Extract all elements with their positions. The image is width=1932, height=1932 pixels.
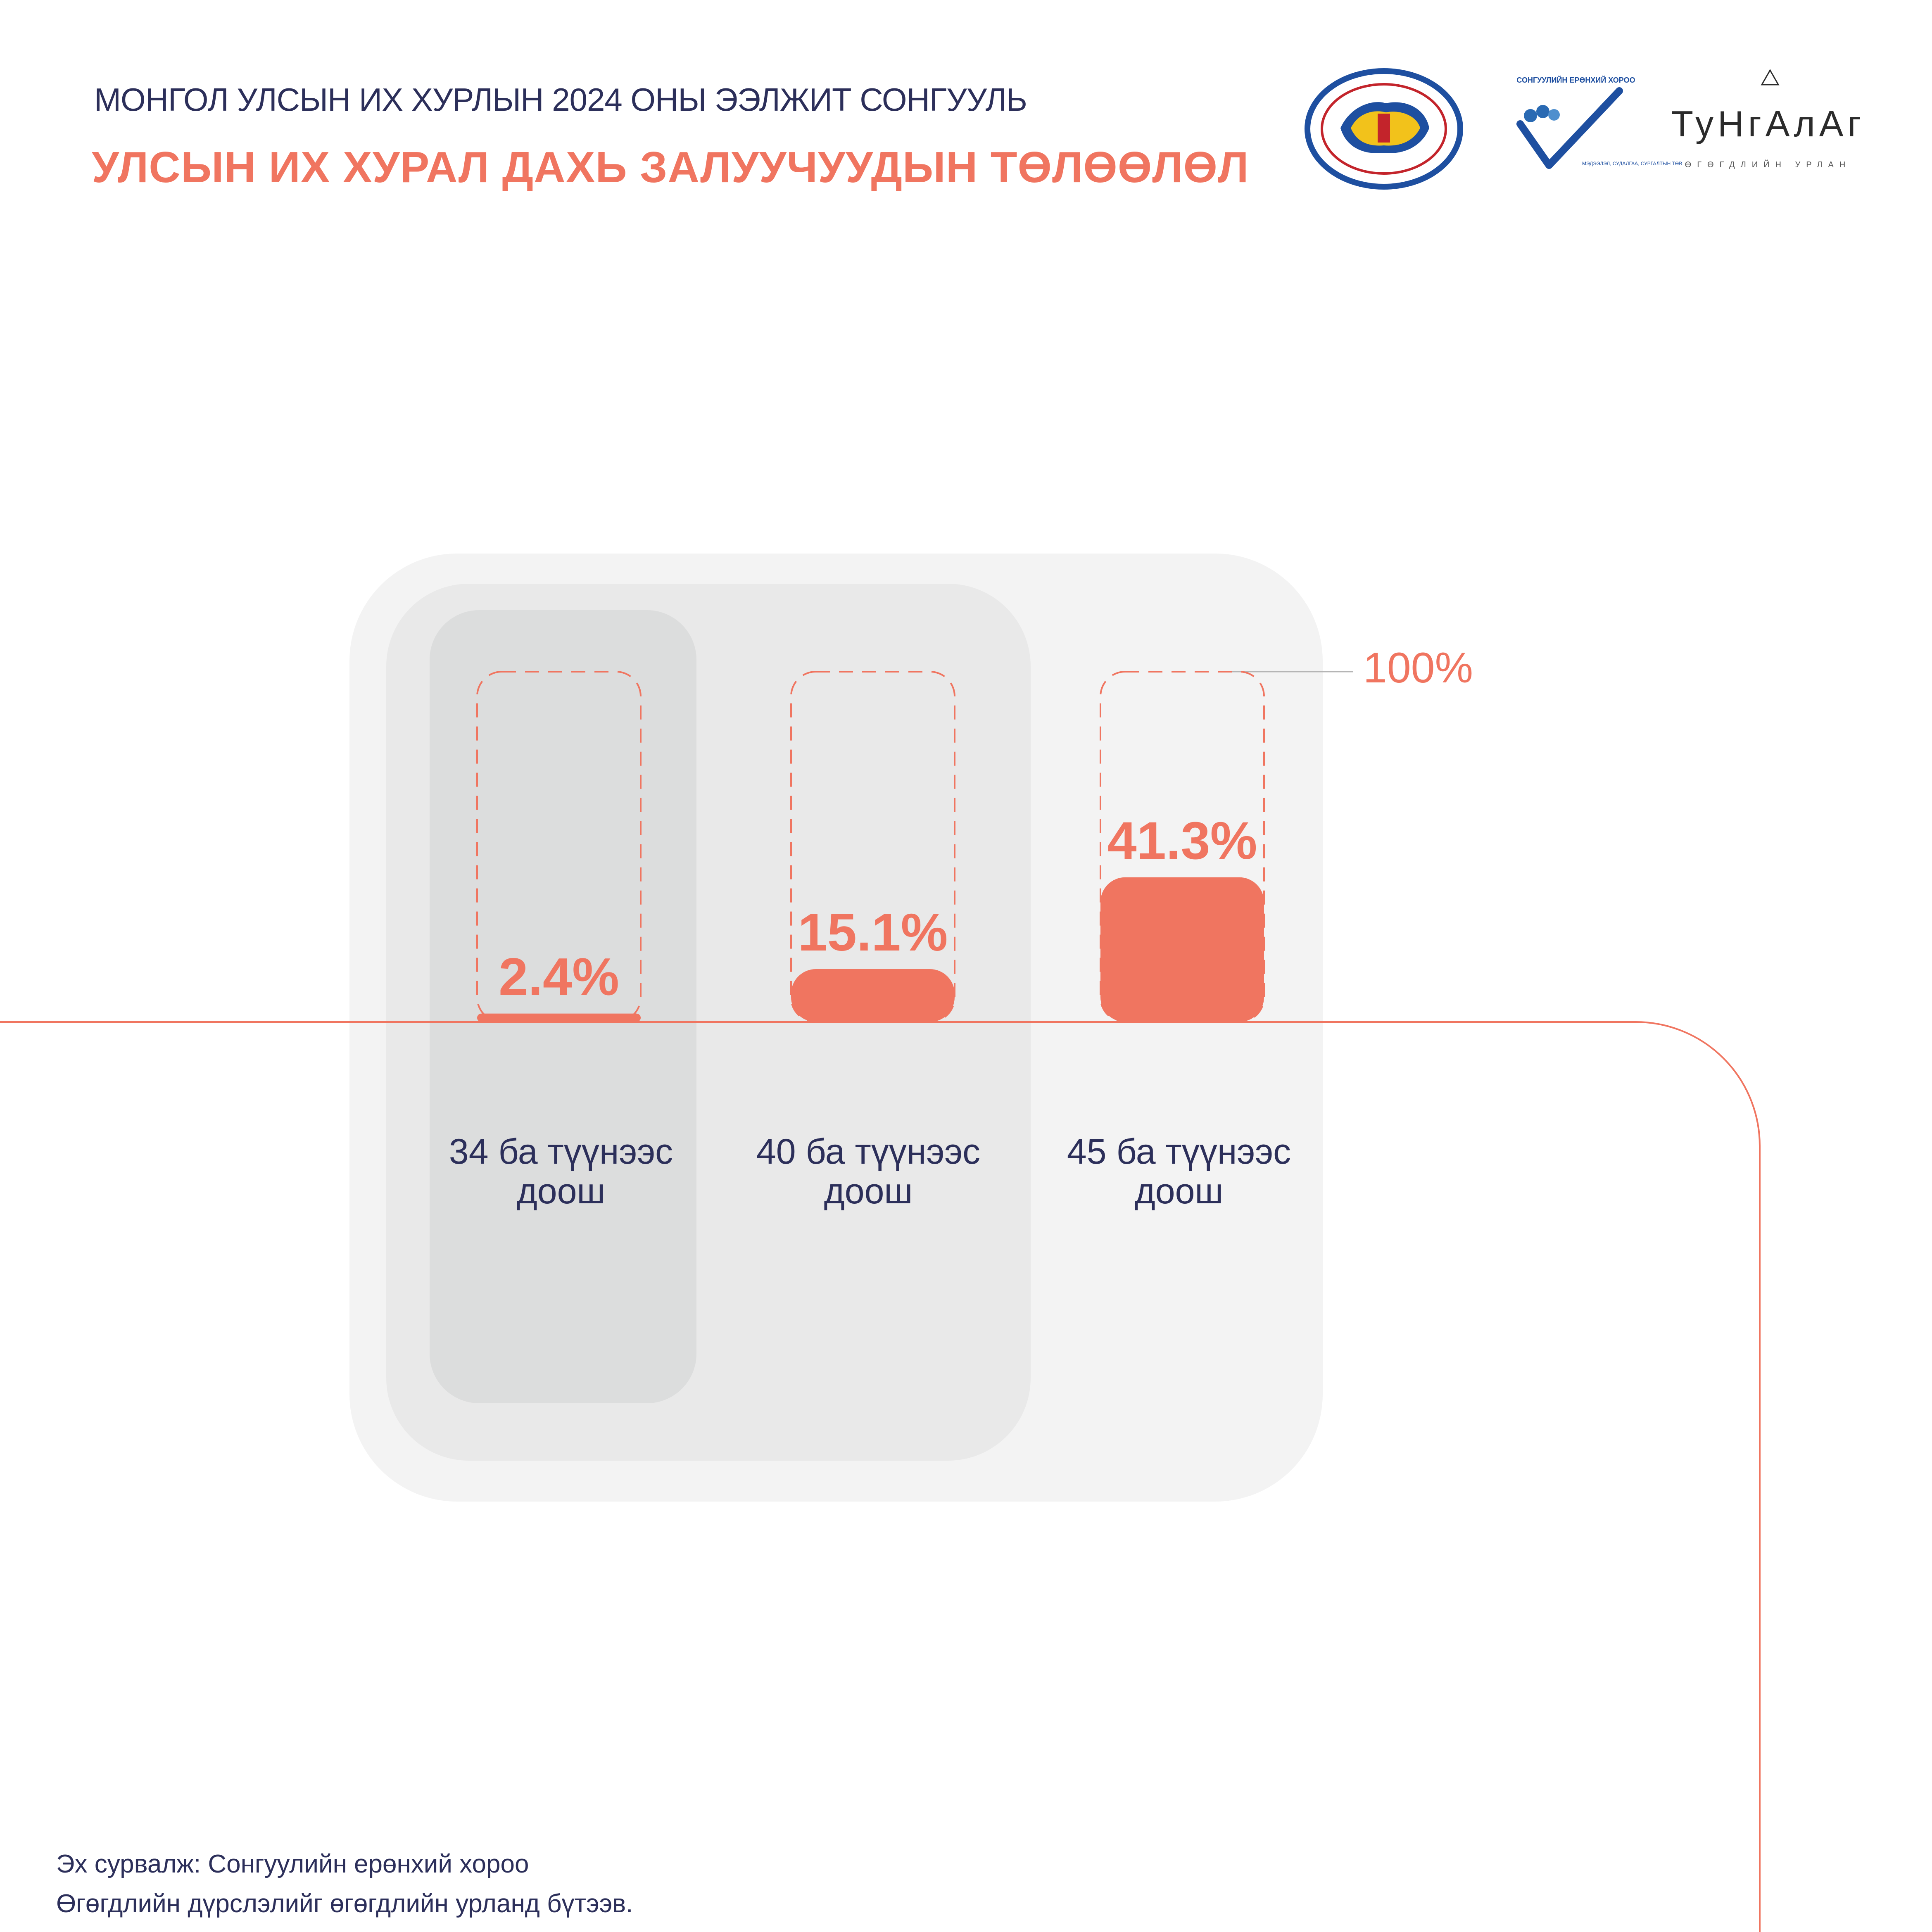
bar-0 xyxy=(477,1013,641,1022)
tungalag-name: ТуНгАлАг xyxy=(1671,103,1865,144)
bar-outline-1 xyxy=(790,671,955,1023)
baseline-line xyxy=(0,1021,1761,1932)
center-logo-bottom-text: МЭДЭЭЛЭЛ, СУДАЛГАА, СУРГАЛТЫН ТӨВ xyxy=(1582,161,1682,166)
value-label-0: 2.4% xyxy=(499,948,619,1007)
value-label-2: 41.3% xyxy=(1107,811,1257,870)
center-logo-top-text: СОНГУУЛИЙН ЕРӨНХИЙ ХОРОО xyxy=(1516,76,1635,84)
bar-outline-0 xyxy=(476,671,642,1023)
checkmark-voters-icon: СОНГУУЛИЙН ЕРӨНХИЙ ХОРОО МЭДЭЭЛЭЛ, СУДАЛ… xyxy=(1516,76,1682,169)
credit-text: Өгөгдлийн дүрслэлийг өгөгдлийн урланд бү… xyxy=(56,1889,633,1918)
gec-emblem-icon xyxy=(1305,68,1463,190)
page-subtitle: МОНГОЛ УЛСЫН ИХ ХУРЛЫН 2024 ОНЫ ЭЭЛЖИТ С… xyxy=(94,81,1027,118)
bar-2 xyxy=(1100,877,1264,1022)
bar-1 xyxy=(791,969,955,1022)
value-label-1: 15.1% xyxy=(798,903,948,962)
tungalag-tagline: ӨГӨГДЛИЙН УРЛАН xyxy=(1685,159,1851,169)
page-title: УЛСЫН ИХ ХУРАЛ ДАХЬ ЗАЛУУЧУУДЫН ТӨЛӨӨЛӨЛ xyxy=(92,143,1249,192)
category-label-40: 40 ба түүнээс доош xyxy=(756,1132,981,1211)
reference-label: 100% xyxy=(1363,644,1473,692)
source-text: Эх сурвалж: Сонгуулийн ерөнхий хороо xyxy=(56,1850,529,1878)
bg-panel-34 xyxy=(430,610,696,1403)
category-label-34: 34 ба түүнээс доош xyxy=(449,1132,673,1211)
tungalag-logo-icon: ТуНгАлАг ӨГӨГДЛИЙН УРЛАН xyxy=(1671,69,1865,169)
category-label-45: 45 ба түүнээс доош xyxy=(1067,1132,1291,1211)
logo-group: СОНГУУЛИЙН ЕРӨНХИЙ ХОРОО МЭДЭЭЛЭЛ, СУДАЛ… xyxy=(1305,68,1865,190)
bar-group: 2.4% 15.1% 41.3% xyxy=(476,671,1265,1023)
footer: Эх сурвалж: Сонгуулийн ерөнхий хороо Өгө… xyxy=(56,1844,633,1924)
bar-outline-2 xyxy=(1100,671,1265,1023)
